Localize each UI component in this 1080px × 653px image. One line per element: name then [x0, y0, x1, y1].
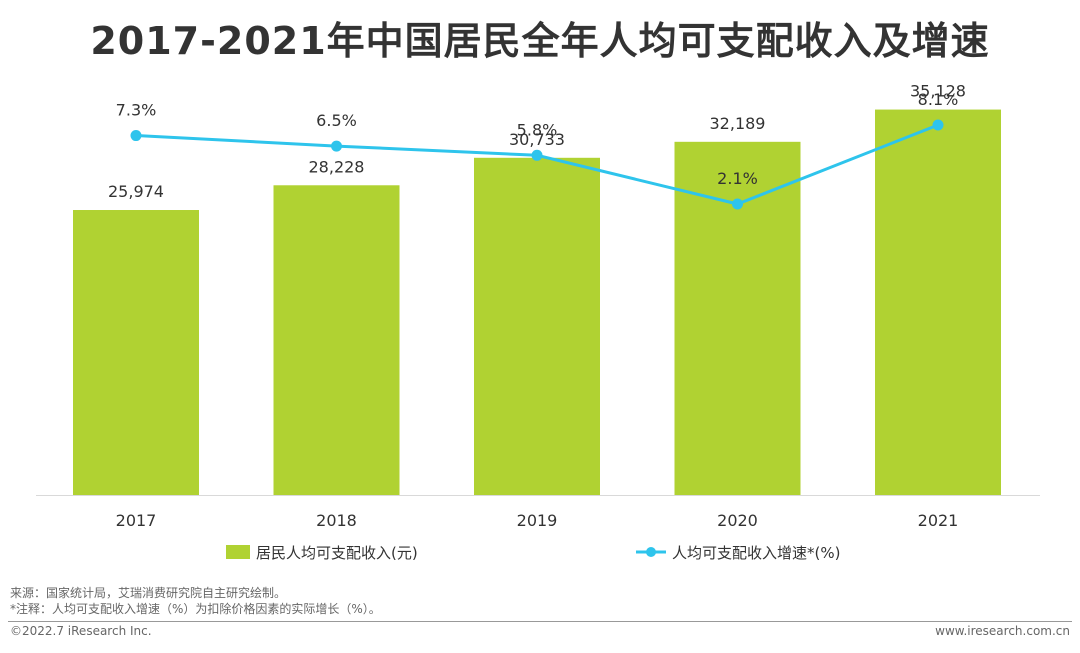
- growth-point-2020: [732, 198, 743, 210]
- bar-2021: [875, 109, 1001, 495]
- legend-line-marker: [646, 547, 656, 557]
- legend: 居民人均可支配收入(元) 人均可支配收入增速*(%): [226, 544, 840, 562]
- growth-point-2018: [331, 140, 342, 152]
- bar-2019: [474, 157, 600, 495]
- x-tick-2017: 2017: [116, 511, 157, 530]
- growth-label-2017: 7.3%: [116, 101, 157, 120]
- legend-bar-swatch: [226, 545, 250, 559]
- legend-bar-label: 居民人均可支配收入(元): [256, 544, 418, 562]
- bar-value-label-2021: 35,128: [910, 82, 966, 101]
- x-tick-2019: 2019: [517, 511, 558, 530]
- bar-value-label-2017: 25,974: [108, 182, 164, 201]
- growth-point-2019: [531, 149, 543, 161]
- growth-point-2017: [130, 130, 142, 142]
- x-tick-labels: 2017 2018 2019 2020 2021: [116, 511, 959, 530]
- growth-label-2018: 6.5%: [316, 111, 357, 130]
- copyright: ©2022.7 iResearch Inc.: [10, 624, 152, 638]
- bar-value-label-2020: 32,189: [710, 114, 766, 133]
- growth-label-2019: 5.8%: [517, 120, 558, 139]
- page-title: 2017-2021年中国居民全年人均可支配收入及增速: [90, 19, 990, 63]
- x-tick-2018: 2018: [316, 511, 357, 530]
- x-tick-2020: 2020: [717, 511, 758, 530]
- growth-label-2021: 8.1%: [918, 90, 959, 109]
- growth-label-2020: 2.1%: [717, 169, 758, 188]
- bar-value-labels: 25,974 28,228 30,733 32,189 35,128: [108, 82, 966, 201]
- bar-series: [73, 109, 1001, 496]
- footer-divider: [8, 621, 1072, 622]
- bar-value-label-2019: 30,733: [509, 130, 565, 149]
- legend-line-label: 人均可支配收入增速*(%): [672, 544, 840, 562]
- website-link[interactable]: www.iresearch.com.cn: [935, 624, 1070, 638]
- x-tick-2021: 2021: [918, 511, 959, 530]
- growth-point-2021: [932, 119, 944, 131]
- growth-line-series: 7.3% 6.5% 5.8% 2.1% 8.1%: [116, 90, 959, 210]
- bar-2018: [273, 185, 400, 495]
- bar-2017: [73, 210, 199, 495]
- source-note: 来源：国家统计局，艾瑞消费研究院自主研究绘制。: [10, 586, 287, 600]
- footnote: *注释：人均可支配收入增速（%）为扣除价格因素的实际增长（%）。: [10, 602, 381, 616]
- bar-value-label-2018: 28,228: [309, 157, 365, 176]
